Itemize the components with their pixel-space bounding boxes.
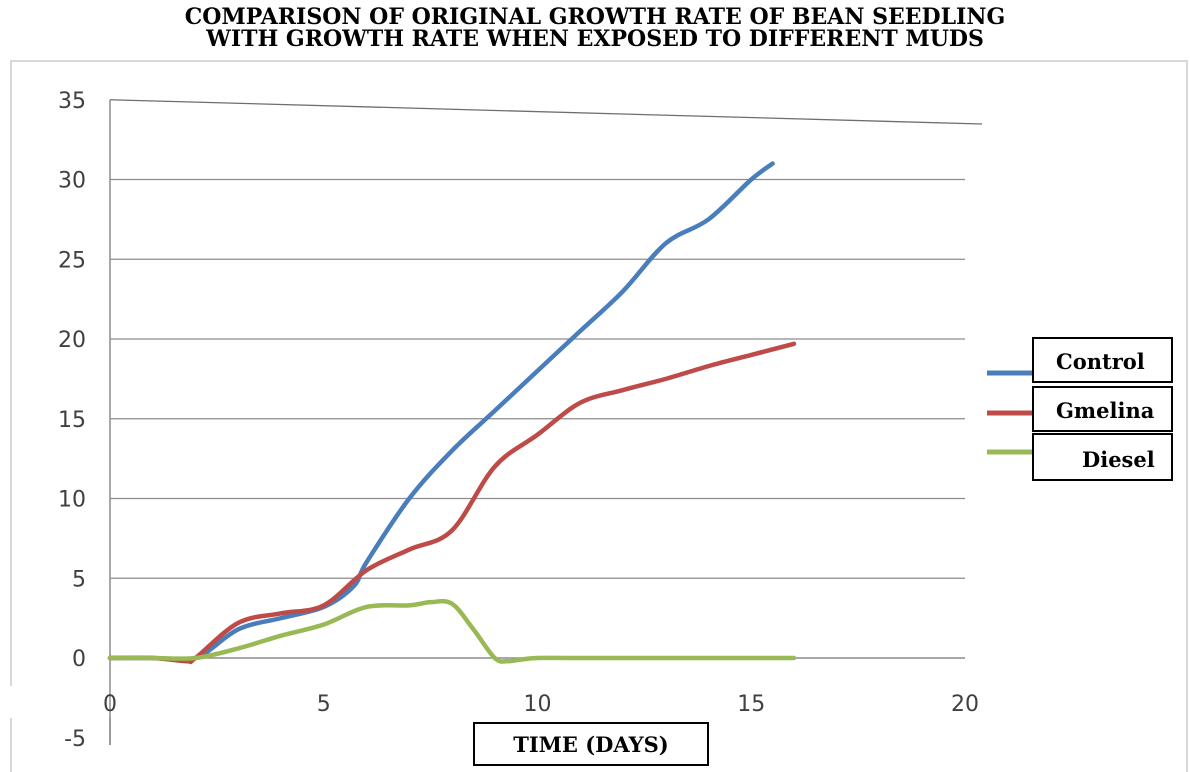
legend-swatches (987, 370, 1034, 455)
legend-item-gmelina: Gmelina (1032, 386, 1173, 432)
y-tick-label-35: 35 (58, 89, 86, 114)
y-tick-label-25: 25 (58, 248, 86, 273)
y-tick-label-0: 0 (72, 647, 86, 672)
series-line-gmelina (107, 341, 797, 665)
x-tick-labels: 0 5 10 15 20 (103, 692, 979, 717)
y-tick-labels: -5 0 5 10 15 20 25 30 35 (58, 89, 86, 752)
legend-label-gmelina: Gmelina (1056, 398, 1155, 423)
x-tick-label-0: 0 (103, 692, 117, 717)
legend-label-diesel: Diesel (1082, 447, 1155, 472)
y-tick-label-30: 30 (58, 169, 86, 194)
series-line-diesel (107, 598, 797, 664)
x-tick-label-15: 15 (737, 692, 765, 717)
legend-label-control: Control (1056, 349, 1145, 374)
legend-item-control: Control (1032, 337, 1173, 383)
y-tick-label-5: 5 (72, 567, 86, 592)
chart-title-line-1: COMPARISON OF ORIGINAL GROWTH RATE OF BE… (184, 4, 1006, 30)
gridlines (109, 99, 983, 579)
x-axis-label-text: TIME (DAYS) (513, 731, 669, 757)
x-tick-label-5: 5 (317, 692, 331, 717)
gridline-top (109, 99, 983, 125)
chart-title: COMPARISON OF ORIGINAL GROWTH RATE OF BE… (0, 6, 1190, 50)
x-tick-label-10: 10 (524, 692, 552, 717)
series-line-control (107, 161, 775, 663)
x-axis-label: TIME (DAYS) (473, 722, 709, 766)
chart-frame (10, 60, 1188, 772)
y-tick-label-10: 10 (58, 488, 86, 513)
y-tick-label-20: 20 (58, 328, 86, 353)
x-tick-band (10, 686, 1186, 718)
y-tick-label--5: -5 (64, 727, 86, 752)
axes (10, 99, 1186, 745)
chart-title-line-2: WITH GROWTH RATE WHEN EXPOSED TO DIFFERE… (206, 26, 984, 52)
y-tick-label-15: 15 (58, 408, 86, 433)
x-tick-label-20: 20 (951, 692, 979, 717)
series-lines (107, 161, 797, 665)
legend-item-diesel: Diesel (1032, 433, 1173, 481)
